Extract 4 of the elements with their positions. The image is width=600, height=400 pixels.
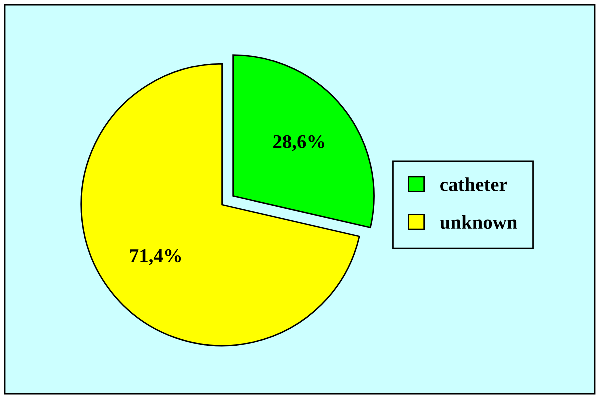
legend-label: catheter [440, 178, 508, 192]
legend-label: unknown [440, 215, 518, 230]
data-label: 28,6% [274, 135, 324, 152]
data-label: 71,4% [130, 249, 182, 266]
